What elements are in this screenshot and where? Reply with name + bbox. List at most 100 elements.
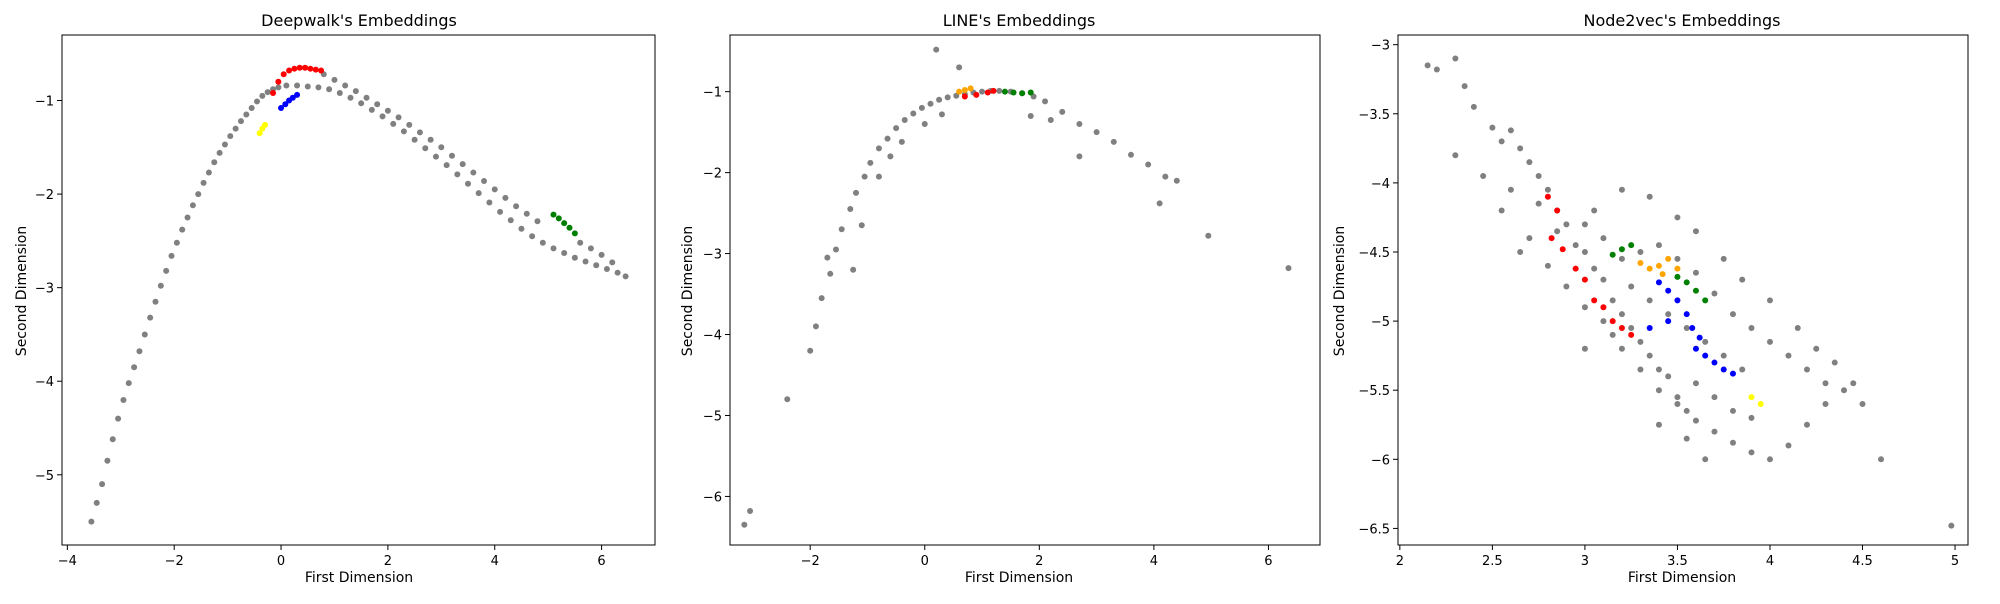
data-point (283, 82, 290, 89)
data-point (571, 230, 578, 237)
data-point (884, 135, 891, 142)
data-point (1674, 214, 1681, 221)
data-point (1646, 352, 1653, 359)
data-point (390, 120, 397, 127)
data-point (561, 250, 568, 257)
data-point (475, 190, 482, 197)
data-point (1609, 251, 1616, 258)
data-point (534, 218, 541, 225)
data-point (1517, 248, 1524, 255)
data-point (603, 265, 610, 272)
data-point (1093, 129, 1100, 136)
data-point (1674, 401, 1681, 408)
data-point (1702, 456, 1709, 463)
data-point (289, 94, 296, 101)
data-point (307, 65, 314, 72)
data-point (1285, 265, 1292, 272)
data-point (1205, 232, 1212, 239)
data-point (1637, 338, 1644, 345)
y-tick-label: −6 (703, 490, 722, 505)
data-point (1739, 366, 1746, 373)
data-point (200, 179, 207, 186)
data-point (438, 144, 445, 151)
data-point (967, 85, 974, 92)
data-point (1720, 366, 1727, 373)
data-point (1655, 242, 1662, 249)
data-point (807, 347, 814, 354)
y-tick-label: −3 (1371, 39, 1390, 54)
data-point (1618, 186, 1625, 193)
data-point (741, 521, 748, 528)
data-point (1526, 159, 1533, 166)
data-point (1637, 248, 1644, 255)
x-tick-label: 2 (384, 554, 392, 569)
data-point (1628, 325, 1635, 332)
data-point (1692, 345, 1699, 352)
data-point (1628, 283, 1635, 290)
data-point (614, 269, 621, 276)
data-point (1822, 401, 1829, 408)
data-point (861, 173, 868, 180)
data-point (99, 481, 106, 488)
y-tick-label: −6 (1371, 453, 1390, 468)
data-point (216, 149, 223, 156)
data-point (1803, 366, 1810, 373)
data-point (243, 111, 250, 118)
data-point (1433, 66, 1440, 73)
data-point (1156, 200, 1163, 207)
data-point (1748, 325, 1755, 332)
data-point (1628, 242, 1635, 249)
data-point (1683, 435, 1690, 442)
data-point (256, 130, 263, 137)
data-point (539, 239, 546, 246)
x-tick-label: 3 (1581, 554, 1589, 569)
data-point (465, 180, 472, 187)
data-point (827, 270, 834, 277)
data-point (555, 215, 562, 222)
data-point (168, 252, 175, 259)
x-tick-label: 0 (921, 554, 929, 569)
data-point (296, 64, 303, 71)
data-point (347, 94, 354, 101)
x-tick-label: 0 (277, 554, 285, 569)
data-point (221, 141, 228, 148)
data-point (1581, 304, 1588, 311)
subplot-title: LINE's Embeddings (943, 11, 1096, 30)
data-point (1766, 338, 1773, 345)
data-point (163, 267, 170, 274)
data-point (211, 159, 218, 166)
x-tick-label: 4.5 (1852, 554, 1873, 569)
data-point (1498, 207, 1505, 214)
data-point (1859, 401, 1866, 408)
data-point (784, 396, 791, 403)
data-point (470, 169, 477, 176)
data-point (1581, 221, 1588, 228)
data-point (961, 93, 968, 100)
y-tick-label: −3.5 (1358, 108, 1390, 123)
data-point (609, 259, 616, 266)
x-tick-label: 3.5 (1667, 554, 1688, 569)
data-point (1665, 311, 1672, 318)
x-tick-label: 2 (1396, 554, 1404, 569)
data-point (1618, 311, 1625, 318)
data-point (1076, 121, 1083, 128)
data-point (921, 121, 928, 128)
data-point (157, 282, 164, 289)
data-point (1480, 172, 1487, 179)
data-point (1692, 287, 1699, 294)
data-point (1027, 89, 1034, 96)
data-point (448, 152, 455, 159)
data-point (1711, 290, 1718, 297)
data-point (1535, 172, 1542, 179)
data-point (1609, 331, 1616, 338)
data-point (1674, 273, 1681, 280)
subplot-title: Deepwalk's Embeddings (261, 11, 457, 30)
data-point (189, 202, 196, 209)
data-point (1696, 334, 1703, 341)
data-point (1507, 186, 1514, 193)
data-point (1628, 331, 1635, 338)
y-tick-label: −5.5 (1358, 384, 1390, 399)
data-point (1581, 248, 1588, 255)
